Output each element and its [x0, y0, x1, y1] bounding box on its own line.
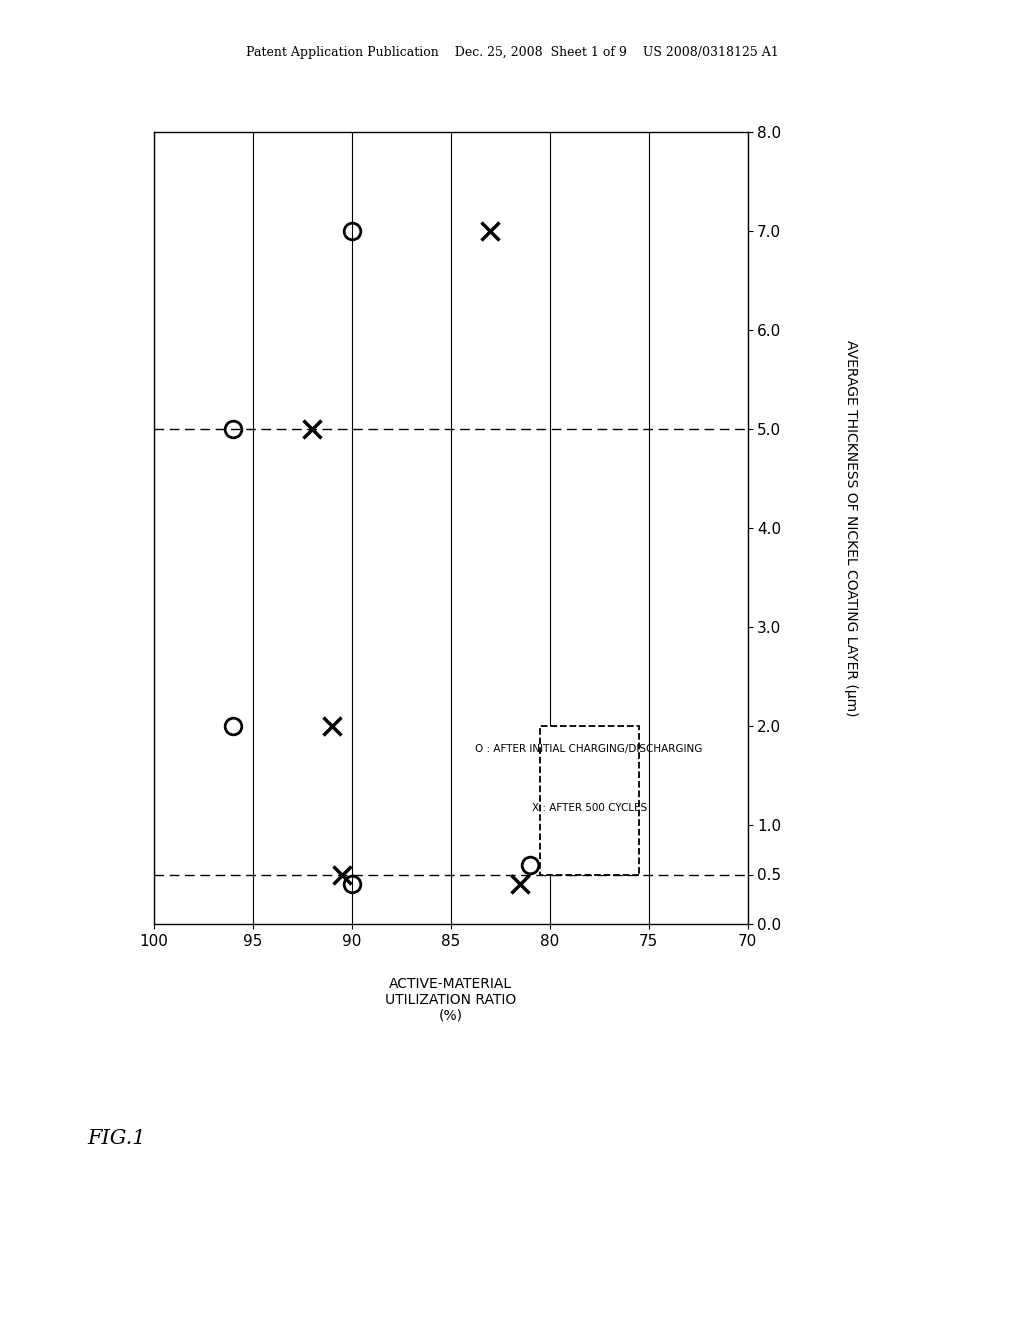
Text: O : AFTER INITIAL CHARGING/DISCHARGING: O : AFTER INITIAL CHARGING/DISCHARGING: [475, 744, 702, 754]
X-axis label: ACTIVE-MATERIAL
UTILIZATION RATIO
(%): ACTIVE-MATERIAL UTILIZATION RATIO (%): [385, 977, 516, 1023]
Bar: [540, 726, 639, 874]
Y-axis label: AVERAGE THICKNESS OF NICKEL COATING LAYER (μm): AVERAGE THICKNESS OF NICKEL COATING LAYE…: [844, 339, 858, 717]
Text: FIG.1: FIG.1: [87, 1129, 145, 1147]
Text: X : AFTER 500 CYCLES: X : AFTER 500 CYCLES: [531, 803, 647, 813]
Text: Patent Application Publication    Dec. 25, 2008  Sheet 1 of 9    US 2008/0318125: Patent Application Publication Dec. 25, …: [246, 46, 778, 59]
